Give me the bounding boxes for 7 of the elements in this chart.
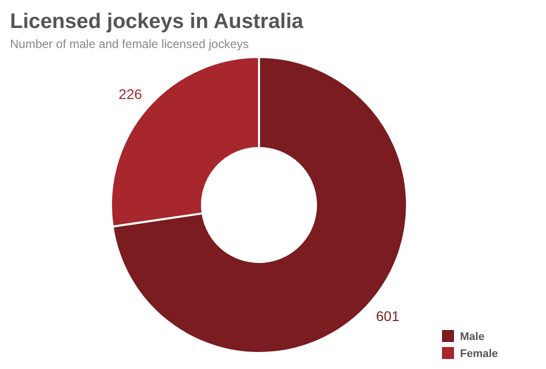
data-label: 601 <box>376 308 400 324</box>
data-label: 226 <box>118 86 142 102</box>
legend-label: Male <box>460 331 484 343</box>
legend-label: Female <box>460 348 498 360</box>
chart-title: Licensed jockeys in Australia <box>10 10 304 33</box>
chart-subtitle: Number of male and female licensed jockeys <box>10 37 249 51</box>
donut-slice <box>112 56 408 354</box>
